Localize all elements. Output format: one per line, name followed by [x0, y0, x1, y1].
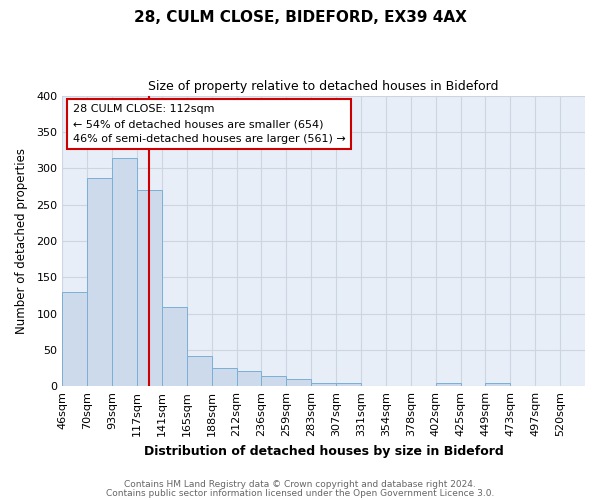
- Bar: [236, 371, 262, 386]
- Bar: [311, 382, 336, 386]
- Bar: [87, 178, 112, 386]
- X-axis label: Distribution of detached houses by size in Bideford: Distribution of detached houses by size …: [144, 444, 503, 458]
- Y-axis label: Number of detached properties: Number of detached properties: [15, 148, 28, 334]
- Bar: [112, 158, 137, 386]
- Title: Size of property relative to detached houses in Bideford: Size of property relative to detached ho…: [148, 80, 499, 93]
- Bar: [286, 379, 311, 386]
- Text: 28, CULM CLOSE, BIDEFORD, EX39 4AX: 28, CULM CLOSE, BIDEFORD, EX39 4AX: [134, 10, 466, 25]
- Bar: [262, 376, 286, 386]
- Bar: [137, 190, 162, 386]
- Bar: [336, 382, 361, 386]
- Bar: [436, 382, 461, 386]
- Bar: [162, 307, 187, 386]
- Text: Contains public sector information licensed under the Open Government Licence 3.: Contains public sector information licen…: [106, 488, 494, 498]
- Bar: [62, 292, 87, 386]
- Bar: [212, 368, 236, 386]
- Bar: [485, 382, 511, 386]
- Text: 28 CULM CLOSE: 112sqm
← 54% of detached houses are smaller (654)
46% of semi-det: 28 CULM CLOSE: 112sqm ← 54% of detached …: [73, 104, 346, 144]
- Text: Contains HM Land Registry data © Crown copyright and database right 2024.: Contains HM Land Registry data © Crown c…: [124, 480, 476, 489]
- Bar: [187, 356, 212, 386]
